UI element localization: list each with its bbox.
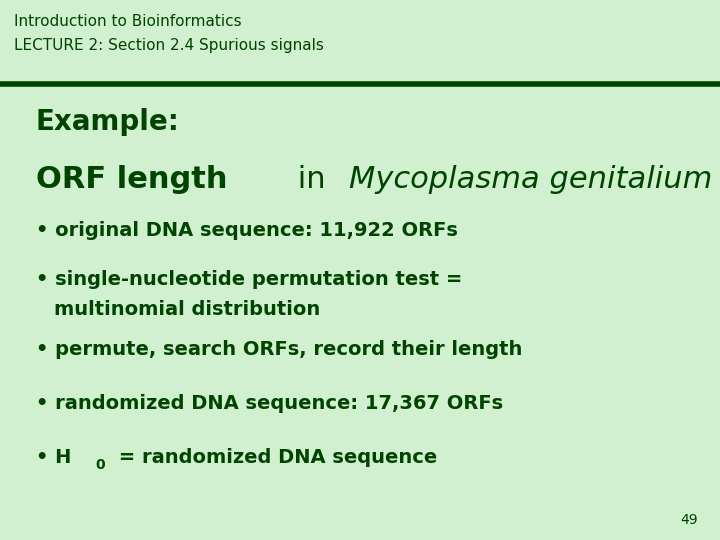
Text: • permute, search ORFs, record their length: • permute, search ORFs, record their len… — [36, 340, 523, 359]
Text: LECTURE 2: Section 2.4 Spurious signals: LECTURE 2: Section 2.4 Spurious signals — [14, 38, 324, 53]
Text: • H: • H — [36, 448, 71, 467]
Text: • original DNA sequence: 11,922 ORFs: • original DNA sequence: 11,922 ORFs — [36, 221, 458, 240]
Text: multinomial distribution: multinomial distribution — [54, 300, 320, 319]
Text: 0: 0 — [96, 458, 105, 472]
Text: • single-nucleotide permutation test =: • single-nucleotide permutation test = — [36, 270, 462, 289]
Text: Introduction to Bioinformatics: Introduction to Bioinformatics — [14, 14, 242, 29]
Text: ORF length: ORF length — [36, 165, 228, 194]
Text: Example:: Example: — [36, 108, 180, 136]
Text: • randomized DNA sequence: 17,367 ORFs: • randomized DNA sequence: 17,367 ORFs — [36, 394, 503, 413]
Text: in: in — [288, 165, 336, 194]
Text: Mycoplasma genitalium: Mycoplasma genitalium — [349, 165, 713, 194]
Text: = randomized DNA sequence: = randomized DNA sequence — [112, 448, 437, 467]
Text: 49: 49 — [681, 512, 698, 526]
